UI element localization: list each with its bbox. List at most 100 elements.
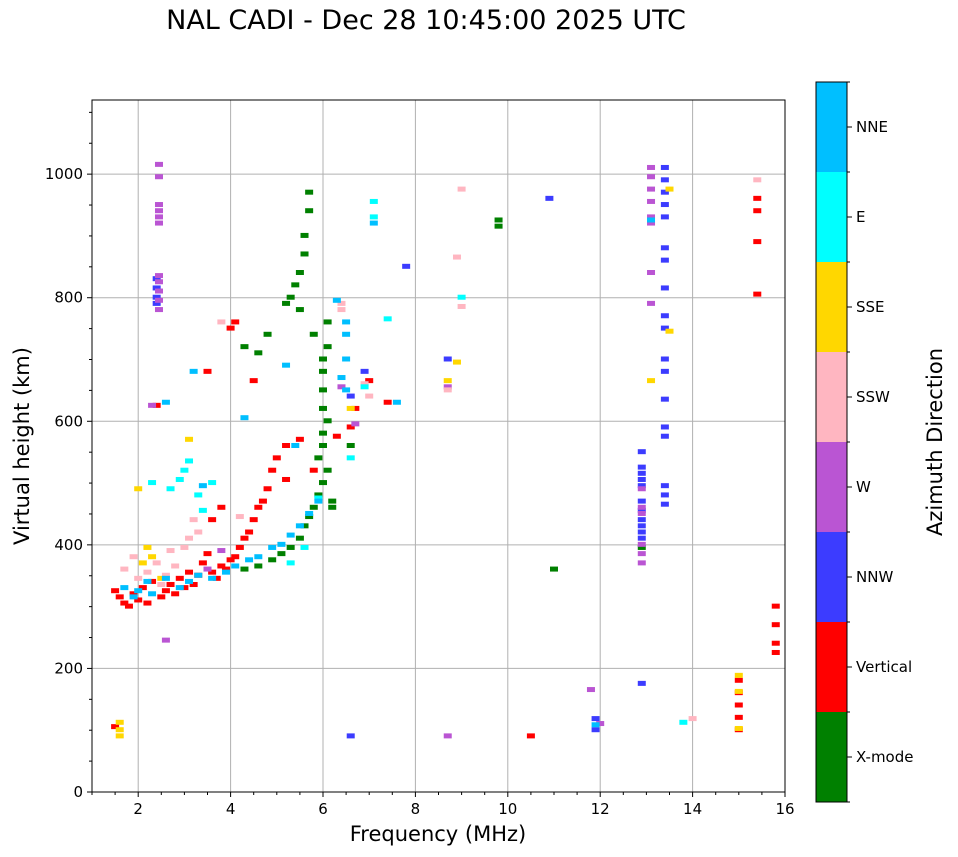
echo-point-nnw <box>660 356 669 362</box>
echo-point-nnw <box>637 523 646 529</box>
echo-point-x-mode <box>240 566 249 572</box>
echo-point-ssw <box>194 529 203 535</box>
echo-point-x-mode <box>282 300 291 306</box>
echo-point-sse <box>734 725 743 731</box>
echo-point-nne <box>198 483 207 489</box>
echo-point-w <box>647 186 656 192</box>
colorbar-swatch <box>816 532 847 622</box>
colorbar-swatch <box>816 712 847 802</box>
echo-point-nne <box>647 217 656 223</box>
echo-point-w <box>148 402 157 408</box>
echo-point-w <box>637 541 646 547</box>
x-tick-label: 8 <box>411 800 421 818</box>
echo-point-nnw <box>660 424 669 430</box>
echo-point-sse <box>665 186 674 192</box>
echo-point-ssw <box>337 307 346 313</box>
echo-point-x-mode <box>291 282 300 288</box>
echo-point-vertical <box>226 325 235 331</box>
echo-point-ssw <box>753 177 762 183</box>
echo-point-w <box>154 208 163 214</box>
echo-point-nne <box>120 585 129 591</box>
echo-point-sse <box>115 719 124 725</box>
echo-point-x-mode <box>295 270 304 275</box>
echo-point-e <box>286 560 295 566</box>
echo-point-x-mode <box>268 557 277 563</box>
echo-point-nnw <box>346 733 355 739</box>
echo-point-nnw <box>443 356 452 362</box>
echo-point-nne <box>332 297 341 303</box>
echo-point-x-mode <box>300 251 309 257</box>
echo-point-e <box>166 486 175 492</box>
echo-point-nne <box>291 443 300 448</box>
echo-point-nne <box>277 541 286 547</box>
echo-point-e <box>369 214 378 220</box>
echo-point-ssw <box>129 554 138 560</box>
echo-point-x-mode <box>277 551 286 557</box>
echo-point-x-mode <box>328 498 337 504</box>
echo-point-sse <box>148 554 157 560</box>
echo-point-e <box>148 480 157 486</box>
echo-point-ssw <box>134 575 143 581</box>
echo-point-nnw <box>152 300 161 306</box>
echo-point-nne <box>161 575 170 581</box>
echo-point-sse <box>734 672 743 678</box>
echo-point-nnw <box>346 393 355 399</box>
echo-point-vertical <box>254 504 263 510</box>
echo-point-w <box>637 551 646 557</box>
echo-point-ssw <box>161 572 170 578</box>
echo-point-nne <box>342 387 351 393</box>
echo-point-x-mode <box>323 418 332 424</box>
echo-point-vertical <box>753 208 762 214</box>
echo-point-vertical <box>235 544 244 550</box>
echo-point-w <box>637 560 646 566</box>
y-tick-label: 400 <box>54 536 83 554</box>
echo-point-nnw <box>152 276 161 282</box>
echo-point-x-mode <box>305 208 314 214</box>
echo-point-nne <box>254 554 263 560</box>
echo-point-vertical <box>240 535 249 541</box>
echo-point-vertical <box>734 702 743 708</box>
echo-point-ssw <box>457 186 466 192</box>
echo-point-vertical <box>203 368 212 374</box>
echo-point-x-mode <box>286 294 295 300</box>
echo-point-vertical <box>365 378 374 384</box>
echo-point-vertical <box>208 569 217 575</box>
echo-point-nnw <box>660 313 669 319</box>
echo-point-sse <box>665 328 674 334</box>
echo-point-vertical <box>221 566 230 572</box>
echo-point-sse <box>647 378 656 384</box>
echo-point-e <box>180 467 189 473</box>
echo-point-nne <box>143 578 152 584</box>
echo-point-w <box>154 307 163 313</box>
echo-point-w <box>154 161 163 167</box>
echo-point-vertical <box>332 433 341 439</box>
echo-point-w <box>154 279 163 285</box>
echo-point-x-mode <box>319 430 327 436</box>
x-tick-label: 12 <box>591 800 610 818</box>
echo-point-vertical <box>351 405 360 411</box>
x-axis-ticks: 2 4 6 8 10 12 14 16 <box>91 792 795 818</box>
echo-point-vertical <box>231 319 240 325</box>
echo-point-nne <box>194 572 203 578</box>
echo-point-nne <box>295 523 304 529</box>
echo-point-ssw <box>365 393 374 399</box>
echo-point-w <box>443 384 452 390</box>
echo-point-nnw <box>637 483 646 489</box>
echo-point-sse <box>452 359 461 365</box>
echo-point-vertical <box>189 582 198 588</box>
x-tick-label: 2 <box>133 800 143 818</box>
echo-point-vertical <box>753 239 762 245</box>
echo-point-nnw <box>660 396 669 402</box>
y-axis-ticks: 0 200 400 600 800 1000 <box>45 111 92 801</box>
echo-point-vertical <box>383 399 392 405</box>
echo-point-vertical <box>217 504 226 510</box>
x-axis-label: Frequency (MHz) <box>350 822 526 846</box>
echo-point-vertical <box>175 575 184 581</box>
grid-lines <box>92 100 785 792</box>
echo-point-nne <box>369 220 378 226</box>
echo-point-w <box>337 384 346 390</box>
echo-point-nne <box>591 722 600 728</box>
echo-point-sse <box>143 544 152 550</box>
y-tick-label: 200 <box>54 659 83 677</box>
echo-point-sse <box>115 727 124 733</box>
